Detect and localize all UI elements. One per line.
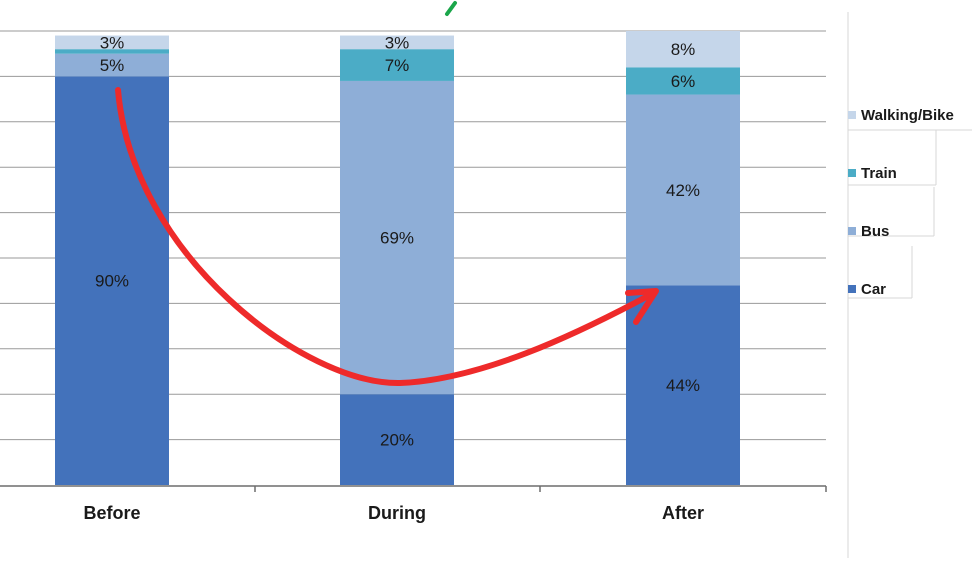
data-label: 20%	[380, 431, 414, 450]
data-label: 69%	[380, 229, 414, 248]
bar-segment-walking-bike-during	[340, 35, 454, 50]
legend-label-train: Train	[861, 164, 897, 182]
bar-segment-bus-during	[340, 80, 454, 395]
data-label: 8%	[671, 40, 696, 59]
data-label: 7%	[385, 56, 410, 75]
bar-segment-walking-bike-after	[626, 31, 740, 68]
data-label: 42%	[666, 181, 700, 200]
trend-arrow	[115, 87, 659, 387]
bars: 90% 5% 3% 20% 69% 7% 3% 44% 42% 6% 8%	[55, 31, 740, 486]
title-fragment	[445, 1, 457, 16]
bar-segment-car-during	[340, 394, 454, 485]
data-label: 3%	[100, 33, 125, 52]
legend-label-bus: Bus	[861, 222, 890, 240]
bar-segment-bus-after	[626, 94, 740, 286]
bar-segment-train-during	[340, 49, 454, 81]
legend-swatch-walking-bike	[848, 111, 856, 119]
legend-item-bus: Bus	[848, 202, 974, 260]
legend-label-walking-bike: Walking/Bike	[861, 106, 954, 124]
arrow-curve	[115, 87, 651, 387]
data-label: 6%	[671, 72, 696, 91]
x-tick-label: After	[662, 503, 704, 523]
arrowhead	[625, 288, 659, 325]
title-fragment-mark	[445, 1, 457, 16]
data-label: 3%	[385, 33, 410, 52]
bar-segment-walking-bike-before	[55, 35, 169, 50]
legend-swatch-train	[848, 169, 856, 177]
bar-segment-car-after	[626, 285, 740, 485]
x-axis: Before During After	[0, 485, 827, 523]
bar-segment-train-after	[626, 67, 740, 95]
legend-item-walking-bike: Walking/Bike	[848, 86, 974, 144]
legend-swatch-bus	[848, 227, 856, 235]
bar-segment-train-before	[55, 49, 169, 54]
legend-item-car: Car	[848, 260, 974, 318]
legend: Walking/Bike Train Bus Car	[848, 86, 974, 318]
data-label: 90%	[95, 272, 129, 291]
bar-segment-bus-before	[55, 53, 169, 77]
data-label: 5%	[100, 56, 125, 75]
x-tick-label: Before	[83, 503, 140, 523]
bar-segment-car-before	[55, 76, 169, 486]
legend-item-train: Train	[848, 144, 974, 202]
data-label: 44%	[666, 376, 700, 395]
x-tick-label: During	[368, 503, 426, 523]
legend-swatch-car	[848, 285, 856, 293]
legend-label-car: Car	[861, 280, 887, 298]
